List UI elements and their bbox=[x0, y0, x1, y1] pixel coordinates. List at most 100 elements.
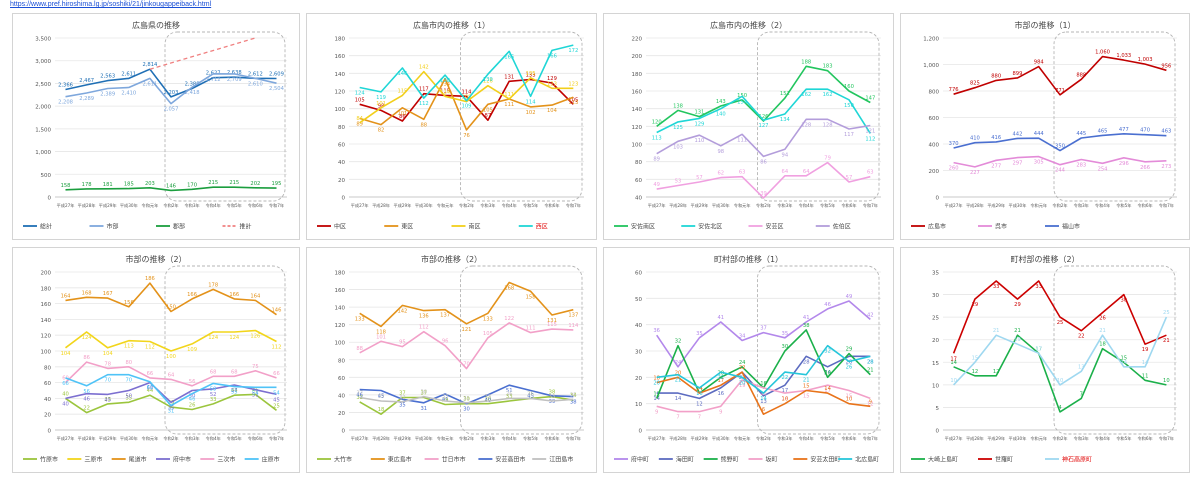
y-tick-label: 800 bbox=[929, 90, 940, 96]
y-tick-label: 140 bbox=[41, 318, 52, 324]
estimate-region-box bbox=[164, 265, 286, 435]
data-label: 68 bbox=[210, 369, 217, 375]
y-tick-label: 3,000 bbox=[35, 59, 51, 65]
chart-title: 広島県の推移 bbox=[132, 20, 180, 30]
data-label: 101 bbox=[376, 334, 386, 340]
data-label: 19 bbox=[1142, 347, 1149, 353]
data-label: 445 bbox=[1076, 131, 1086, 137]
data-label: 111 bbox=[526, 326, 536, 332]
x-tick-label: 平成30年 bbox=[415, 435, 433, 442]
x-tick-label: 令和7年 bbox=[1159, 202, 1174, 209]
data-label: 4 bbox=[1058, 405, 1062, 411]
data-label: 112 bbox=[419, 101, 429, 107]
legend-label: 尾道市 bbox=[129, 456, 147, 464]
data-label: 45 bbox=[378, 394, 385, 400]
data-label: 350 bbox=[1055, 144, 1065, 150]
data-label: 17 bbox=[717, 378, 724, 384]
x-tick-label: 平成29年 bbox=[987, 202, 1005, 209]
data-label: 80 bbox=[126, 360, 133, 366]
data-label: 142 bbox=[419, 65, 429, 71]
data-label: 12 bbox=[972, 369, 979, 375]
x-tick-label: 令和5年 bbox=[820, 202, 835, 209]
legend-label: 世羅町 bbox=[995, 456, 1013, 464]
data-label: 296 bbox=[1119, 161, 1129, 167]
data-label: 86 bbox=[760, 159, 767, 165]
y-tick-label: 120 bbox=[335, 323, 346, 329]
y-tick-label: 0 bbox=[342, 429, 346, 435]
data-label: 44 bbox=[147, 388, 154, 394]
data-label: 202 bbox=[250, 181, 260, 187]
data-label: 117 bbox=[419, 87, 429, 93]
data-label: 131 bbox=[504, 74, 514, 80]
data-label: 41 bbox=[803, 315, 810, 321]
data-label: 14 bbox=[782, 396, 789, 402]
y-tick-label: 20 bbox=[338, 411, 345, 417]
y-tick-label: 120 bbox=[41, 334, 52, 340]
chart-title: 市部の推移（2） bbox=[125, 254, 186, 264]
x-tick-label: 令和6年 bbox=[841, 435, 856, 442]
data-label: 37 bbox=[760, 326, 767, 332]
legend-label: 広島市 bbox=[928, 223, 946, 231]
data-label: 899 bbox=[1013, 71, 1023, 77]
data-label: 98 bbox=[378, 103, 385, 109]
data-label: 143 bbox=[716, 99, 726, 105]
legend-label: 安芸太田町 bbox=[810, 456, 840, 464]
data-label: 17 bbox=[1035, 346, 1042, 352]
data-label: 17 bbox=[824, 388, 831, 394]
x-tick-label: 令和6年 bbox=[248, 435, 263, 442]
data-label: 147 bbox=[865, 95, 875, 101]
y-tick-label: 30 bbox=[635, 350, 642, 356]
data-label: 2,712 bbox=[206, 77, 221, 83]
data-label: 79 bbox=[824, 156, 831, 162]
data-label: 465 bbox=[1098, 128, 1108, 134]
y-tick-label: 160 bbox=[335, 54, 346, 60]
data-label: 137 bbox=[568, 313, 578, 319]
data-label: 14 bbox=[950, 360, 957, 366]
data-label: 33 bbox=[104, 397, 111, 403]
data-label: 178 bbox=[208, 282, 218, 288]
data-label: 1,033 bbox=[1116, 53, 1131, 59]
data-label: 105 bbox=[483, 331, 493, 337]
data-label: 115 bbox=[547, 322, 557, 328]
x-tick-label: 平成30年 bbox=[120, 202, 138, 209]
data-label: 14 bbox=[653, 396, 660, 402]
data-label: 185 bbox=[124, 182, 134, 188]
x-tick-label: 令和7年 bbox=[269, 202, 284, 209]
data-label: 18 bbox=[1099, 342, 1106, 348]
data-label: 18 bbox=[653, 376, 660, 382]
data-label: 134 bbox=[440, 82, 451, 88]
x-tick-label: 令和3年 bbox=[1074, 202, 1089, 209]
source-url-link[interactable]: https://www.pref.hiroshima.lg.jp/soshiki… bbox=[10, 1, 212, 8]
x-tick-label: 令和2年 bbox=[163, 435, 178, 442]
x-tick-label: 令和7年 bbox=[1159, 435, 1174, 442]
data-label: 63 bbox=[739, 170, 746, 176]
data-label: 166 bbox=[547, 53, 557, 59]
data-label: 14 bbox=[760, 396, 767, 402]
data-label: 825 bbox=[970, 81, 980, 87]
series-line-2 bbox=[953, 155, 1167, 168]
data-label: 82 bbox=[378, 128, 385, 134]
y-tick-label: 80 bbox=[338, 358, 345, 364]
data-label: 51 bbox=[252, 393, 259, 399]
x-tick-label: 令和5年 bbox=[1116, 202, 1131, 209]
x-tick-label: 令和元年 bbox=[734, 202, 751, 209]
data-label: 12 bbox=[867, 401, 874, 407]
series-line-5 bbox=[359, 395, 574, 404]
legend-label: 南区 bbox=[469, 223, 481, 231]
y-tick-label: 0 bbox=[342, 196, 346, 202]
chart-title: 町村部の推移（1） bbox=[714, 254, 783, 264]
data-label: 112 bbox=[865, 136, 875, 142]
x-tick-label: 平成29年 bbox=[99, 202, 117, 209]
data-label: 75 bbox=[252, 364, 259, 370]
data-label: 19 bbox=[1014, 337, 1021, 343]
data-label: 115 bbox=[397, 88, 407, 94]
data-label: 21 bbox=[1163, 338, 1170, 344]
data-label: 105 bbox=[355, 97, 365, 103]
data-label: 31 bbox=[463, 396, 470, 402]
data-label: 53 bbox=[675, 179, 682, 185]
data-label: 283 bbox=[1076, 163, 1086, 169]
data-label: 477 bbox=[1119, 127, 1129, 133]
x-tick-label: 令和2年 bbox=[163, 202, 178, 209]
data-label: 146 bbox=[272, 308, 282, 314]
data-label: 96 bbox=[442, 339, 449, 345]
